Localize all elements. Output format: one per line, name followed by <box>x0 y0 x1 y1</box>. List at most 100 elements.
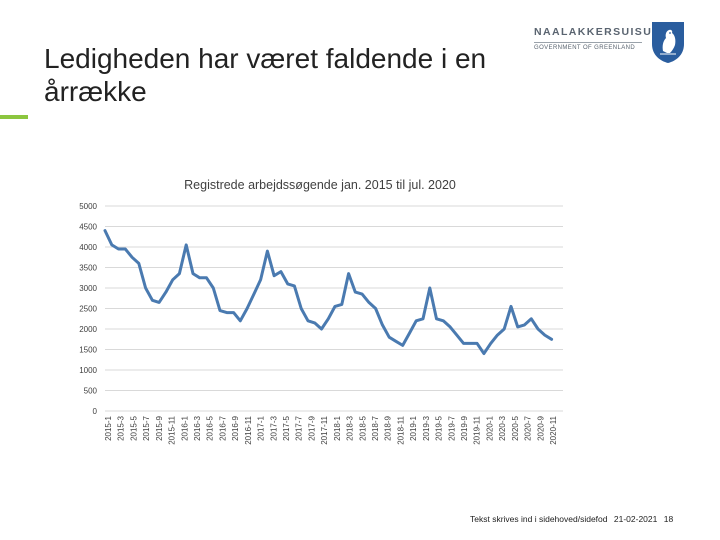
y-tick-label: 3000 <box>79 284 97 293</box>
data-point <box>523 323 526 326</box>
y-tick-label: 2000 <box>79 325 97 334</box>
data-point <box>361 293 364 296</box>
coat-of-arms-icon <box>652 22 684 63</box>
data-point <box>110 243 113 246</box>
y-axis-ticks: 0 500 1000 1500 2000 2500 3000 3500 4000 4500 5000 <box>79 202 97 416</box>
data-point <box>462 342 465 345</box>
x-tick-label: 2016-1 <box>180 415 189 440</box>
data-point <box>394 340 397 343</box>
x-tick-label: 2015-11 <box>168 415 177 444</box>
data-point <box>178 272 181 275</box>
data-point <box>266 250 269 253</box>
x-tick-label: 2016-3 <box>193 415 202 440</box>
data-point <box>543 334 546 337</box>
data-point <box>293 284 296 287</box>
footer: Tekst skrives ind i sidehoved/sidefod 21… <box>470 514 677 524</box>
x-tick-label: 2020-9 <box>536 415 545 440</box>
data-point <box>510 305 513 308</box>
data-point <box>435 317 438 320</box>
data-point <box>537 328 540 331</box>
data-point <box>428 287 431 290</box>
x-tick-label: 2020-11 <box>549 415 558 444</box>
x-tick-label: 2019-11 <box>473 415 482 444</box>
slide-title: Ledigheden har været faldende i en årræk… <box>44 43 487 107</box>
x-tick-label: 2016-7 <box>218 415 227 440</box>
y-tick-label: 500 <box>84 387 98 396</box>
data-point <box>496 334 499 337</box>
data-point <box>550 338 553 341</box>
data-point <box>367 301 370 304</box>
data-point <box>408 332 411 335</box>
y-tick-label: 2500 <box>79 305 97 314</box>
data-point <box>137 262 140 265</box>
data-point <box>530 317 533 320</box>
x-tick-label: 2018-11 <box>396 415 405 444</box>
x-tick-label: 2019-1 <box>409 415 418 440</box>
x-tick-label: 2019-9 <box>460 415 469 440</box>
data-point <box>469 342 472 345</box>
data-point <box>104 229 107 232</box>
x-tick-label: 2020-1 <box>485 415 494 440</box>
x-tick-label: 2017-11 <box>320 415 329 444</box>
page-number: 18 <box>663 514 674 524</box>
data-point <box>124 248 127 251</box>
x-tick-label: 2020-7 <box>524 415 533 440</box>
x-tick-label: 2019-5 <box>435 415 444 440</box>
data-point <box>300 307 303 310</box>
data-point <box>286 282 289 285</box>
y-tick-label: 3500 <box>79 264 97 273</box>
x-tick-label: 2019-3 <box>422 415 431 440</box>
data-point <box>239 319 242 322</box>
x-tick-label: 2017-9 <box>307 415 316 440</box>
x-tick-label: 2020-3 <box>498 415 507 440</box>
data-point <box>489 342 492 345</box>
x-tick-label: 2020-5 <box>511 415 520 440</box>
x-tick-label: 2017-3 <box>269 415 278 440</box>
accent-bar <box>0 115 28 119</box>
data-point <box>422 317 425 320</box>
x-tick-label: 2018-1 <box>333 415 342 440</box>
x-tick-label: 2018-7 <box>371 415 380 440</box>
logo-subtitle: GOVERNMENT OF GREENLAND <box>534 45 636 51</box>
data-point <box>381 323 384 326</box>
data-point <box>144 287 147 290</box>
data-point <box>192 272 195 275</box>
data-point <box>374 307 377 310</box>
data-point <box>171 278 174 281</box>
data-point <box>279 270 282 273</box>
data-point <box>415 319 418 322</box>
chart-title: Registrede arbejdssøgende jan. 2015 til … <box>184 178 456 192</box>
x-axis-ticks: 2015-1 2015-3 2015-5 2015-7 2015-9 2015-11 201… <box>104 415 558 444</box>
x-tick-label: 2019-7 <box>447 415 456 440</box>
x-tick-label: 2017-7 <box>295 415 304 440</box>
data-point <box>151 299 154 302</box>
y-tick-label: 4000 <box>79 243 97 252</box>
y-tick-label: 1500 <box>79 346 97 355</box>
series-line <box>103 229 554 356</box>
data-point <box>185 243 188 246</box>
x-tick-label: 2018-3 <box>346 415 355 440</box>
data-point <box>246 307 249 310</box>
data-point <box>198 276 201 279</box>
data-point <box>455 334 458 337</box>
y-tick-label: 1000 <box>79 366 97 375</box>
data-point <box>117 248 120 251</box>
x-tick-label: 2015-3 <box>117 415 126 440</box>
data-point <box>307 319 310 322</box>
data-point <box>503 328 506 331</box>
x-tick-label: 2015-1 <box>104 415 113 440</box>
footer-text: Tekst skrives ind i sidehoved/sidefod <box>470 514 608 524</box>
data-point <box>320 328 323 331</box>
x-tick-label: 2016-5 <box>206 415 215 440</box>
data-point <box>340 303 343 306</box>
data-point <box>205 276 208 279</box>
x-tick-label: 2015-7 <box>142 415 151 440</box>
data-point <box>401 344 404 347</box>
data-point <box>347 272 350 275</box>
y-tick-label: 0 <box>93 407 98 416</box>
data-point <box>449 325 452 328</box>
data-point <box>334 305 337 308</box>
series-layer <box>103 229 554 356</box>
data-point <box>232 311 235 314</box>
government-logo: NAALAKKERSUISUT GOVERNMENT OF GREENLAND <box>530 22 690 78</box>
